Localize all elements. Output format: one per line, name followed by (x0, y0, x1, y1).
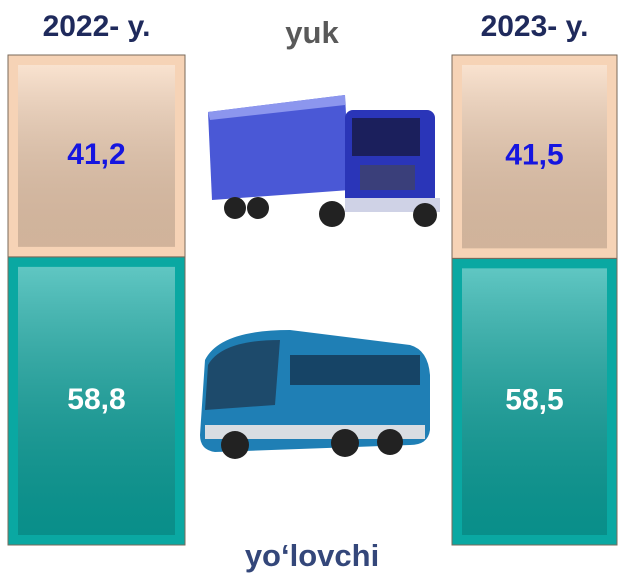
bar-bevel (462, 268, 607, 535)
x-tick-label: 2022- y. (43, 10, 151, 43)
bar-bevel (462, 65, 607, 249)
series-label: yuk (285, 15, 339, 50)
bar-bevel (18, 65, 175, 247)
value-label: 41,2 (67, 138, 125, 171)
bus-icon (200, 330, 430, 459)
x-tick-label: 2023- y. (481, 10, 589, 43)
value-label: 58,5 (505, 384, 563, 417)
value-label: 41,5 (505, 139, 563, 172)
truck-icon (208, 95, 440, 227)
series-label: yo‘lovchi (245, 538, 379, 573)
bar-bevel (18, 266, 175, 535)
value-label: 58,8 (67, 383, 125, 416)
